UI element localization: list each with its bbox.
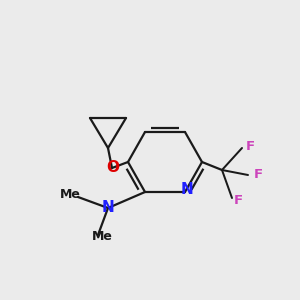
Text: N: N	[181, 182, 194, 197]
Text: F: F	[233, 194, 243, 206]
Text: Me: Me	[60, 188, 80, 202]
Text: F: F	[245, 140, 255, 152]
Text: O: O	[106, 160, 119, 175]
Text: N: N	[102, 200, 114, 215]
Text: F: F	[254, 167, 262, 181]
Text: Me: Me	[92, 230, 112, 244]
